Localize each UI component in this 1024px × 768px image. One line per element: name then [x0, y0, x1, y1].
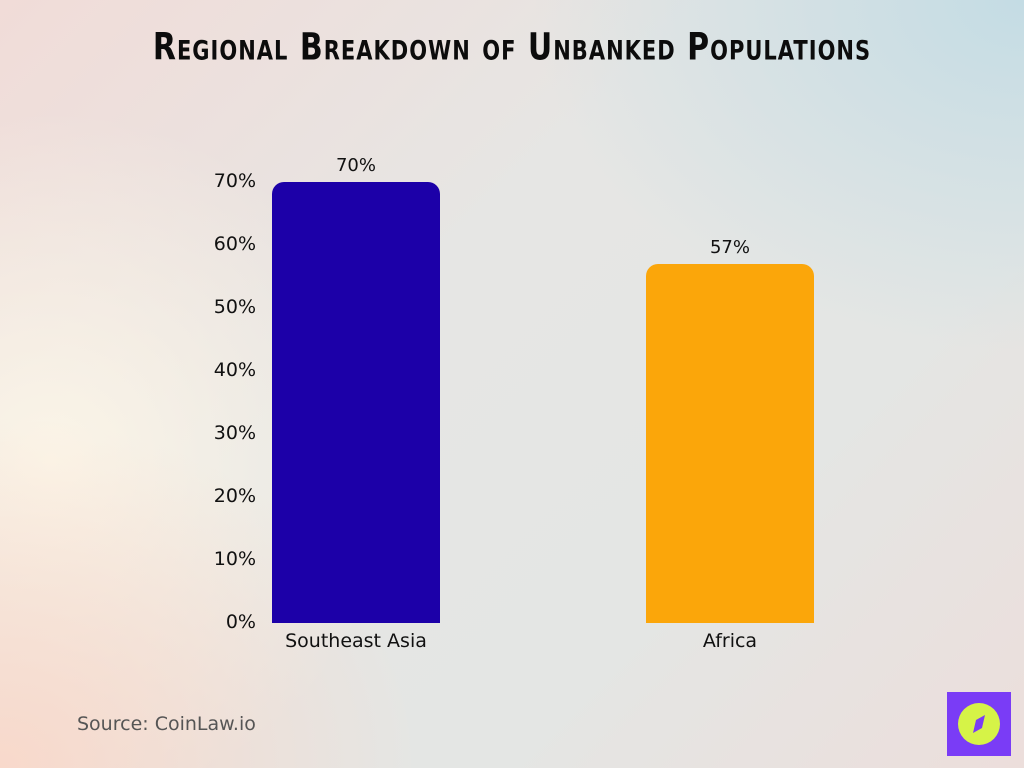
brand-logo: [947, 692, 1011, 756]
y-tick-label: 60%: [213, 233, 256, 255]
y-tick-label: 40%: [213, 359, 256, 381]
source-text: Source: CoinLaw.io: [77, 713, 256, 735]
bar-africa: [646, 263, 814, 623]
x-tick-label: Southeast Asia: [285, 630, 427, 652]
chart-title: Regional Breakdown of Unbanked Populatio…: [152, 25, 872, 70]
value-label: 57%: [709, 236, 750, 258]
compass-icon: [973, 715, 985, 733]
logo-circle: [958, 703, 1000, 745]
bar-southeast-asia: [272, 182, 440, 623]
value-label: 70%: [335, 155, 376, 176]
y-tick-label: 50%: [213, 296, 256, 318]
y-tick-label: 0%: [225, 611, 256, 633]
x-tick-label: Africa: [702, 630, 758, 652]
y-tick-label: 30%: [213, 422, 256, 444]
y-tick-label: 70%: [213, 170, 256, 192]
y-tick-label: 10%: [213, 548, 256, 570]
y-tick-label: 20%: [213, 485, 256, 507]
